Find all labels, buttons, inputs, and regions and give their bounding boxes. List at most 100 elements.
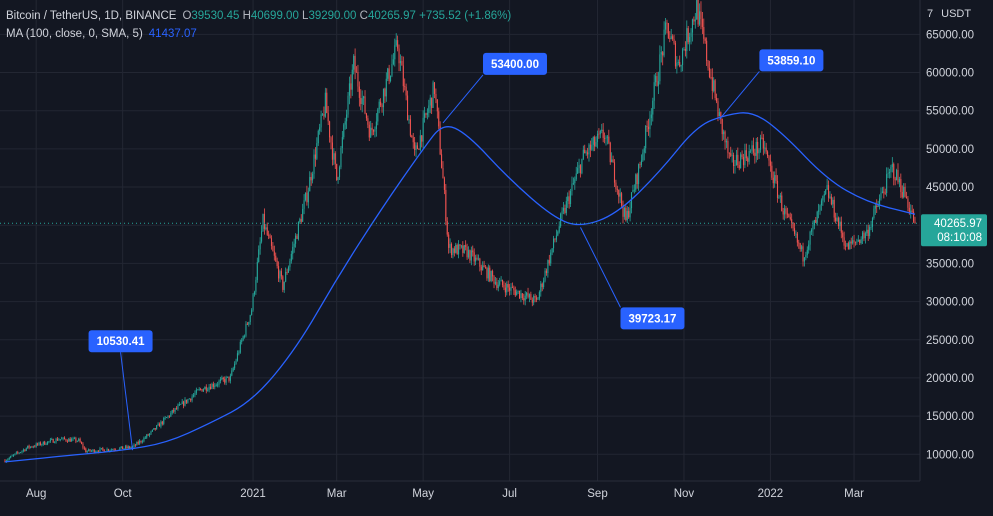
candle-body [272,245,274,252]
candle-up [681,47,684,72]
price-callout[interactable]: 39723.17 [580,227,685,330]
candle-body [656,76,658,86]
candle-up [55,437,57,444]
candle-body [504,287,506,293]
candle-up [309,171,311,192]
callout-leader [120,352,134,451]
candle-up [72,436,74,442]
candle-body [48,441,50,443]
candle-down [509,284,511,296]
candle-up [676,56,678,74]
candle-body [151,429,153,432]
candle-body [873,208,875,218]
open-value: 39530.45 [191,10,240,22]
ma-indicator-name[interactable]: MA (100, close, 0, SMA, 5) [6,28,143,40]
candle-down [4,459,6,463]
candle-body [245,323,247,336]
candle-up [567,192,569,208]
candle-up [467,246,470,259]
candle-up [219,376,222,384]
candle-down [75,436,77,444]
candle-down [65,438,67,442]
candle-down [439,121,441,156]
candle-body [509,287,511,291]
candle-up [839,217,841,232]
candle-body [228,376,230,381]
candle-up [144,435,146,439]
time-axis[interactable]: Aug Oct 2021 Mar May Jul Sep Nov 2022 Mar [26,488,864,500]
candle-down [667,22,669,39]
candle-down [44,440,46,445]
candle-down [102,446,104,451]
candle-body [775,175,777,181]
candle-body [910,210,912,213]
candle-down [541,282,543,292]
candle-body [757,141,759,154]
candle-down [513,285,515,295]
candle-body [231,370,233,376]
candle-body [438,111,440,127]
candle-body [628,211,630,218]
candle-body [523,298,525,301]
candle-body [283,281,285,290]
candle-body [482,265,484,271]
candle-up [601,123,603,134]
candle-body [847,243,849,250]
candle-body [898,179,900,183]
candle-down [365,112,367,121]
candle-body [533,296,535,303]
candle-down [24,449,26,452]
candle-up [623,206,625,220]
candle-down [173,407,175,414]
candle-body [670,36,672,39]
candle-body [124,446,127,449]
candle-up [29,446,32,449]
candle-up [460,244,462,249]
candle-body [378,101,380,110]
candle-down [669,31,671,43]
candle-body [758,149,760,154]
candle-down [781,191,783,212]
candle-body [514,290,516,296]
candle-body [907,198,909,208]
candle-up [51,437,53,441]
candle-down [844,240,847,251]
candle-body [12,454,15,456]
candle-up [242,335,244,342]
candle-up [506,281,508,296]
candle-down [411,134,413,138]
candle-up [153,428,155,430]
candle-body [211,383,213,390]
price-axis[interactable]: 10000.00 15000.00 20000.00 25000.00 30000.00… [926,29,974,461]
candle-down [402,56,404,93]
candle-down [587,147,589,159]
candle-up [59,439,61,442]
candle-body [107,449,110,451]
price-callout[interactable]: 10530.41 [88,330,153,451]
ma-legend-row[interactable]: MA (100, close, 0, SMA, 5) 41437.07 [6,25,511,43]
symbol-legend-row[interactable]: Bitcoin / TetherUS, 1D, BINANCE O39530.4… [6,7,511,25]
candle-body [887,173,889,175]
candle-body [704,38,706,41]
candle-down [134,443,136,448]
currency-selector[interactable]: 7 USDT [927,8,971,20]
symbol-title[interactable]: Bitcoin / TetherUS, 1D, BINANCE [6,10,177,22]
candle-up [170,410,172,418]
candle-up [805,251,807,261]
candle-body [273,251,275,256]
candle-body [835,217,837,222]
candle-body [347,95,349,115]
price-callout[interactable]: 53859.10 [719,49,824,120]
candle-down [185,399,187,405]
price-callout[interactable]: 53400.00 [442,52,547,124]
candle-up [871,216,874,233]
candle-down [137,440,139,445]
y-tick-label: 20000.00 [926,373,974,385]
candle-body [355,71,358,73]
candle-body [710,76,712,78]
candle-body [537,298,539,300]
candle-down [706,37,708,66]
candle-up [71,437,73,442]
